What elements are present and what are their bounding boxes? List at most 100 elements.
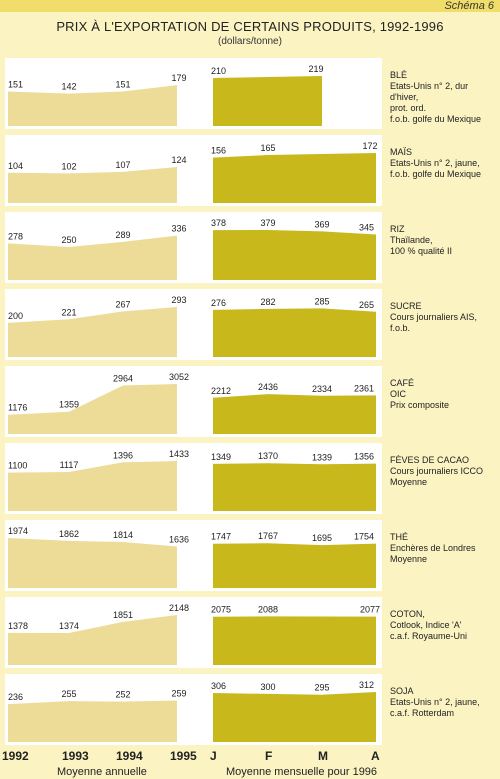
coton-monthly-label-F: 2088	[258, 604, 278, 614]
soja-monthly-label-M: 295	[314, 683, 329, 693]
sucre-name: SUCRE	[390, 301, 422, 311]
feves-de-cacao-monthly-label-J: 1349	[211, 452, 231, 462]
ble-label: BLÉ Etats-Unis n° 2, dur d'hiver, prot. or…	[390, 70, 498, 125]
cafe-annual-label-1992: 1176	[8, 403, 27, 413]
mais-annual-label-1992: 104	[8, 161, 23, 171]
ble-annual-label-1995: 179	[171, 73, 186, 83]
riz-label: RIZ Thaïlande, 100 % qualité II	[390, 224, 498, 257]
the-monthly-label-J: 1747	[211, 532, 231, 542]
riz-monthly-label-F: 379	[260, 218, 275, 228]
coton-label: COTON, Cotlook, Indice 'A' c.a.f. Royaume-…	[390, 609, 498, 642]
x-label-1995: 1995	[170, 749, 197, 763]
feves-de-cacao-annual-label-1994: 1396	[113, 450, 133, 460]
coton-annual-label-1995: 2148	[169, 603, 189, 613]
mais-annual-label-1994: 107	[115, 160, 130, 170]
feves-de-cacao-name: FÈVES DE CACAO	[390, 455, 470, 465]
soja-annual-label-1992: 236	[8, 692, 23, 702]
the-annual-label-1995: 1636	[169, 535, 189, 545]
riz-annual-label-1994: 289	[115, 230, 130, 240]
the-annual-label-1993: 1862	[59, 529, 79, 539]
x-label-1994: 1994	[116, 749, 143, 763]
ble-desc-0: Etats-Unis n° 2, dur d'hiver,	[390, 81, 469, 102]
the-annual-label-1992: 1974	[8, 526, 28, 536]
x-label-m: M	[318, 749, 328, 763]
soja-annual-area	[8, 700, 177, 742]
the-monthly-label-F: 1767	[258, 531, 278, 541]
cafe-monthly-label-M: 2334	[312, 384, 332, 394]
x-label-1992: 1992	[2, 749, 29, 763]
riz-annual-area	[8, 235, 177, 280]
cafe-annual-label-1994: 2964	[113, 373, 133, 383]
the-monthly-label-A: 1754	[354, 532, 374, 542]
mais-annual-area	[8, 166, 177, 203]
sucre-annual-area	[8, 307, 177, 357]
sucre-monthly-area	[213, 308, 376, 357]
coton-monthly-area	[213, 616, 376, 665]
coton-desc-0: Cotlook, Indice 'A'	[390, 620, 462, 630]
coton-annual-label-1993: 1374	[59, 621, 79, 631]
annual-caption: Moyenne annuelle	[57, 766, 147, 778]
cafe-monthly-label-J: 2212	[211, 386, 231, 396]
coton-annual-area	[8, 615, 177, 665]
the-monthly-label-M: 1695	[312, 533, 332, 543]
the-desc-1: Moyenne	[390, 554, 428, 564]
soja-annual-label-1995: 259	[171, 688, 186, 698]
feves-de-cacao-monthly-label-F: 1370	[258, 451, 278, 461]
monthly-caption: Moyenne mensuelle pour 1996	[226, 766, 378, 778]
feves-de-cacao-monthly-area	[213, 463, 376, 511]
ble-monthly-label-J: 210	[211, 66, 226, 76]
riz-annual-label-1995: 336	[171, 224, 186, 234]
feves-de-cacao-desc-1: Moyenne	[390, 477, 428, 487]
feves-de-cacao-annual-label-1993: 1117	[60, 460, 79, 470]
sucre-desc-1: f.o.b.	[390, 323, 411, 333]
mais-monthly-label-J: 156	[211, 146, 226, 156]
the-monthly-area	[213, 543, 376, 588]
feves-de-cacao-monthly-label-M: 1339	[312, 452, 332, 462]
coton-desc-1: c.a.f. Royaume-Uni	[390, 631, 468, 641]
ble-monthly-area	[213, 76, 322, 126]
coton-annual-label-1994: 1851	[113, 610, 133, 620]
coton-monthly-label-M: 2077	[360, 605, 380, 615]
mais-label: MAÏS Etats-Unis n° 2, jaune, f.o.b. golfe …	[390, 147, 498, 180]
riz-annual-label-1993: 250	[61, 235, 76, 245]
sucre-annual-label-1992: 200	[8, 311, 23, 321]
x-label-1993: 1993	[62, 749, 89, 763]
the-name: THÉ	[390, 532, 408, 542]
cafe-monthly-area	[213, 394, 376, 434]
cafe-annual-label-1995: 3052	[169, 372, 189, 382]
feves-de-cacao-annual-label-1992: 1100	[8, 461, 27, 471]
soja-monthly-label-J: 306	[211, 681, 226, 691]
coton-name: COTON,	[390, 609, 425, 619]
soja-desc-0: Etats-Unis n° 2, jaune,	[390, 697, 480, 707]
riz-monthly-label-M: 369	[314, 219, 329, 229]
coton-annual-label-1992: 1378	[8, 621, 28, 631]
the-annual-label-1994: 1814	[113, 530, 133, 540]
soja-monthly-label-A: 312	[359, 680, 374, 690]
sucre-annual-label-1994: 267	[115, 299, 130, 309]
mais-monthly-area	[213, 153, 376, 203]
feves-de-cacao-annual-label-1995: 1433	[169, 449, 189, 459]
mais-monthly-label-M: 172	[362, 141, 377, 151]
riz-monthly-label-J: 378	[211, 218, 226, 228]
feves-de-cacao-monthly-label-A: 1356	[354, 452, 374, 462]
cafe-desc-1: Prix composite	[390, 400, 450, 410]
riz-monthly-label-A: 345	[359, 222, 374, 232]
cafe-name: CAFÉ	[390, 378, 415, 388]
ble-desc-2: f.o.b. golfe du Mexique	[390, 114, 482, 124]
the-label: THÉ Enchères de Londres Moyenne	[390, 532, 498, 565]
ble-annual-area	[8, 85, 177, 126]
sucre-label: SUCRE Cours journaliers AIS, f.o.b.	[390, 301, 498, 334]
x-label-f: F	[265, 749, 273, 763]
sucre-monthly-label-J: 276	[211, 298, 226, 308]
sucre-annual-label-1993: 221	[61, 307, 76, 317]
cafe-label: CAFÉ OIC Prix composite	[390, 378, 498, 411]
header-band	[0, 0, 500, 12]
soja-desc-1: c.a.f. Rotterdam	[390, 708, 455, 718]
feves-de-cacao-label: FÈVES DE CACAO Cours journaliers ICCO Moye…	[390, 455, 498, 488]
ble-annual-label-1994: 151	[115, 80, 130, 90]
sucre-monthly-label-M: 285	[314, 296, 329, 306]
riz-desc-1: 100 % qualité II	[390, 246, 453, 256]
sucre-annual-label-1995: 293	[171, 295, 186, 305]
mais-desc-0: Etats-Unis n° 2, jaune,	[390, 158, 480, 168]
cafe-monthly-label-F: 2436	[258, 382, 278, 392]
